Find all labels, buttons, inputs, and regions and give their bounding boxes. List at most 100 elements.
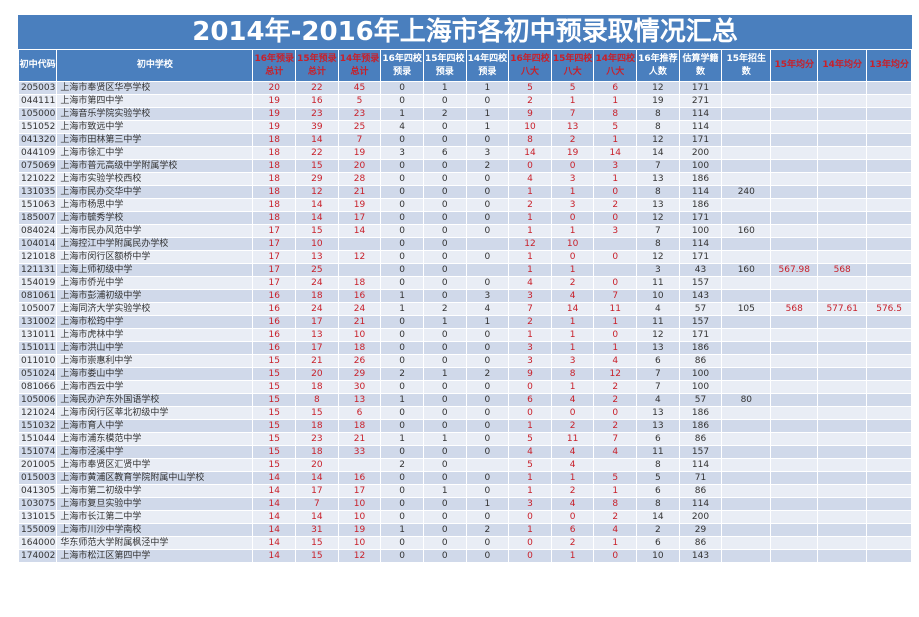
- table-cell: 171: [678, 328, 723, 342]
- school-name-cell: 上海市第四中学: [56, 94, 254, 108]
- table-cell: 4: [593, 445, 638, 459]
- table-cell: 45: [337, 81, 382, 95]
- table-cell: 0: [465, 198, 510, 212]
- table-cell: [465, 263, 510, 277]
- table-cell: 114: [678, 237, 723, 251]
- table-cell: 8: [636, 120, 680, 134]
- table-cell: 13: [636, 198, 680, 212]
- table-cell: 8: [550, 367, 595, 381]
- table-cell: 0: [465, 380, 510, 394]
- table-cell: [817, 406, 868, 420]
- column-header: 15年预录总计: [295, 49, 339, 82]
- school-name-cell: 上海市民办风范中学: [56, 224, 254, 238]
- table-cell: 0: [422, 523, 467, 537]
- table-cell: [337, 237, 382, 251]
- table-cell: 16: [337, 289, 382, 303]
- table-cell: 5: [550, 81, 595, 95]
- table-cell: 86: [678, 484, 723, 498]
- table-cell: 143: [678, 549, 723, 563]
- table-cell: 568: [770, 302, 819, 316]
- table-row: 121024 上海市闵行区莘北初级中学 15 15 6 0 0 0 0 0 0 13 186: [17, 406, 912, 420]
- table-cell: 157: [678, 445, 723, 459]
- table-cell: 18: [252, 211, 297, 225]
- table-cell: 16: [252, 289, 297, 303]
- table-cell: 6: [636, 432, 680, 446]
- table-cell: 14: [295, 471, 339, 485]
- column-header: 15年四校预录: [422, 49, 467, 82]
- table-cell: 2: [465, 159, 510, 173]
- table-cell: 8: [295, 393, 339, 407]
- table-cell: 14: [337, 224, 382, 238]
- table-cell: [817, 146, 868, 160]
- table-cell: 12: [636, 211, 680, 225]
- table-cell: 0: [380, 276, 424, 290]
- school-code-cell: 131011: [17, 328, 58, 342]
- school-code-cell: 151063: [17, 198, 58, 212]
- table-row: 205003 上海市奉贤区华亭学校 20 22 45 0 1 1 5 5 6 12 171: [17, 81, 912, 95]
- table-cell: 171: [678, 81, 723, 95]
- table-cell: 18: [337, 419, 382, 433]
- table-cell: 20: [252, 81, 297, 95]
- table-row: 041305 上海市第二初级中学 14 17 17 0 1 0 1 2 1 6 86: [17, 484, 912, 498]
- table-cell: 0: [422, 133, 467, 147]
- table-cell: 1: [593, 536, 638, 550]
- table-cell: 0: [593, 328, 638, 342]
- school-code-cell: 121024: [17, 406, 58, 420]
- table-cell: [770, 120, 819, 134]
- table-cell: [465, 458, 510, 472]
- table-cell: 17: [337, 211, 382, 225]
- table-cell: 0: [465, 484, 510, 498]
- column-header: 15年招生数: [721, 49, 772, 82]
- table-cell: [770, 419, 819, 433]
- table-cell: 0: [380, 510, 424, 524]
- table-cell: 22: [295, 146, 339, 160]
- table-cell: 6: [337, 406, 382, 420]
- table-cell: [721, 94, 772, 108]
- table-cell: 13: [636, 341, 680, 355]
- table-cell: [817, 380, 868, 394]
- table-cell: 43: [678, 263, 723, 277]
- table-cell: 0: [422, 224, 467, 238]
- school-code-cell: 041320: [17, 133, 58, 147]
- table-cell: 14: [252, 484, 297, 498]
- school-name-cell: 上海市虎林中学: [56, 328, 254, 342]
- table-cell: 1: [422, 315, 467, 329]
- table-cell: 114: [678, 497, 723, 511]
- table-cell: [817, 289, 868, 303]
- column-header: 16年四校预录: [380, 49, 424, 82]
- table-cell: 8: [593, 107, 638, 121]
- table-cell: [817, 497, 868, 511]
- table-cell: 1: [422, 367, 467, 381]
- table-cell: 0: [422, 159, 467, 173]
- table-row: 121131 上海上师初级中学 17 25 0 0 1 1 3 43 160 567.98 568: [17, 263, 912, 277]
- table-cell: 0: [422, 458, 467, 472]
- school-code-cell: 044111: [17, 94, 58, 108]
- school-code-cell: 155009: [17, 523, 58, 537]
- table-cell: 1: [508, 471, 552, 485]
- table-cell: 2: [465, 367, 510, 381]
- table-cell: 0: [465, 276, 510, 290]
- table-cell: 0: [380, 419, 424, 433]
- table-cell: 4: [593, 523, 638, 537]
- column-header: 14年预录总计: [337, 49, 382, 82]
- school-code-cell: 075069: [17, 159, 58, 173]
- school-name-cell: 上海市闵行区额桥中学: [56, 250, 254, 264]
- table-cell: [721, 406, 772, 420]
- table-cell: 10: [295, 237, 339, 251]
- table-cell: 0: [422, 185, 467, 199]
- table-cell: [817, 445, 868, 459]
- table-cell: 1: [380, 523, 424, 537]
- school-name-cell: 上海市洪山中学: [56, 341, 254, 355]
- table-cell: 0: [465, 250, 510, 264]
- table-cell: 271: [678, 94, 723, 108]
- school-code-cell: 164000: [17, 536, 58, 550]
- table-cell: [770, 549, 819, 563]
- table-cell: 15: [295, 536, 339, 550]
- table-cell: [770, 536, 819, 550]
- table-cell: 4: [550, 497, 595, 511]
- school-name-cell: 上海上师初级中学: [56, 263, 254, 277]
- table-cell: 16: [337, 471, 382, 485]
- table-cell: [770, 328, 819, 342]
- table-row: 174002 上海市松江区第四中学 14 15 12 0 0 0 0 1 0 10 143: [17, 549, 912, 563]
- table-cell: 6: [593, 81, 638, 95]
